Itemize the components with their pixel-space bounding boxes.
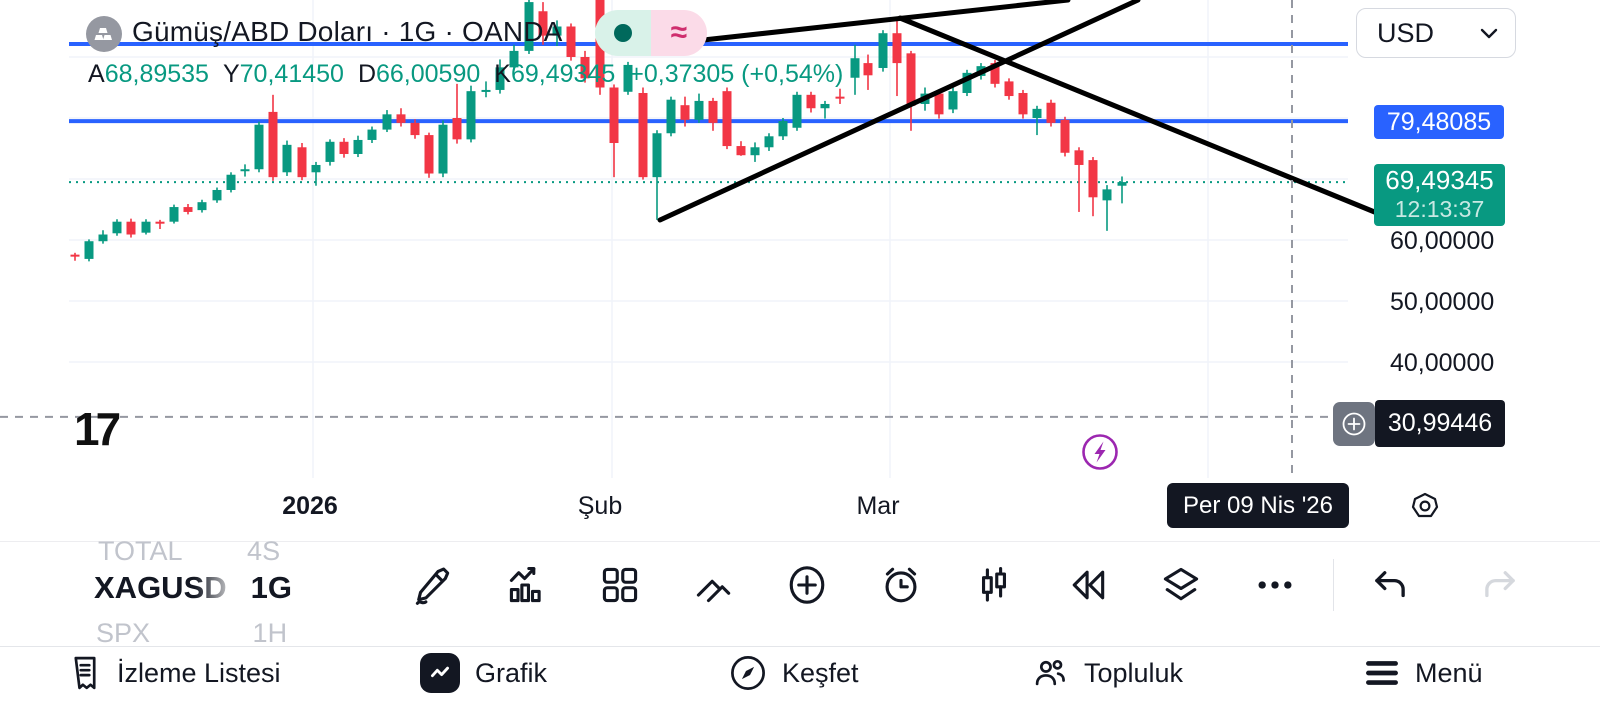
plus-circle-icon <box>1342 412 1366 436</box>
menu-icon <box>1366 661 1398 685</box>
more-button[interactable] <box>1253 563 1297 607</box>
high-value: 70,41450 <box>239 60 344 88</box>
close-label: K <box>494 60 511 88</box>
symbol-logo[interactable] <box>86 16 122 52</box>
candle-style-icon <box>981 566 1007 602</box>
nav-chart[interactable]: Grafik <box>420 650 547 696</box>
toolbar-divider <box>1333 559 1334 611</box>
crosshair-date-label: Per 09 Nis '26 <box>1167 483 1349 528</box>
low-value: 66,00590 <box>376 60 481 88</box>
low-label: D <box>357 60 376 88</box>
nav-watchlist-label: İzleme Listesi <box>117 657 281 688</box>
axis-settings-button[interactable] <box>1405 486 1445 526</box>
community-icon <box>1035 659 1065 686</box>
nav-community-label: Topluluk <box>1084 657 1184 688</box>
compass-icon <box>731 656 765 690</box>
draw-icon <box>415 567 450 605</box>
undo-arrow-icon <box>1375 571 1405 598</box>
market-open-dot-icon <box>595 10 651 56</box>
add-alert-plus-button[interactable] <box>1333 402 1375 446</box>
lightning-icon[interactable] <box>1081 433 1119 471</box>
layout-grid-button[interactable] <box>598 563 642 607</box>
more-icon <box>1258 581 1292 589</box>
candle-style-button[interactable] <box>972 563 1016 607</box>
trend-arrows-icon <box>696 579 731 603</box>
alert-clock-button[interactable] <box>879 563 923 607</box>
indicators-icon <box>509 566 541 603</box>
price-chart[interactable] <box>0 0 1600 530</box>
layers-icon <box>1163 567 1199 601</box>
wheel-active-interval: 1G <box>250 570 292 605</box>
open-value: 68,89535 <box>104 60 209 88</box>
nav-menu[interactable]: Menü <box>1364 650 1483 696</box>
current-price-label[interactable]: 69,49345 12:13:37 <box>1374 164 1505 226</box>
high-label: Y <box>222 60 240 88</box>
alert-price-label[interactable]: 79,48085 <box>1374 105 1504 139</box>
crosshair-price-label: 30,99446 <box>1375 400 1505 447</box>
nav-explore-label: Keşfet <box>782 657 859 688</box>
undo-button[interactable] <box>1368 563 1412 607</box>
panel-divider <box>0 541 1600 542</box>
layout-grid-icon <box>602 567 638 603</box>
approx-data-icon: ≈ <box>651 10 707 56</box>
wheel-next-row[interactable]: SPX 1H <box>96 618 287 649</box>
currency-select[interactable]: USD <box>1356 8 1516 58</box>
current-price-value: 69,49345 <box>1385 165 1494 195</box>
change-value: +0,37305 <box>629 60 735 88</box>
alert-clock-icon <box>885 567 917 603</box>
layers-button[interactable] <box>1159 563 1203 607</box>
nav-watchlist[interactable]: İzleme Listesi <box>68 650 281 696</box>
bar-countdown: 12:13:37 <box>1394 196 1485 222</box>
wheel-prev-interval: 4S <box>247 536 281 566</box>
nav-explore[interactable]: Keşfet <box>729 650 859 696</box>
replay-rewind-button[interactable] <box>1066 563 1110 607</box>
price-tick: 40,00000 <box>1390 349 1495 377</box>
nav-community[interactable]: Topluluk <box>1031 650 1183 696</box>
gear-icon <box>1411 492 1439 518</box>
status-badge[interactable]: ≈ <box>595 10 707 56</box>
change-percent: (+0,54%) <box>741 60 844 88</box>
wheel-active-symbol: XAGUSD <box>94 570 227 605</box>
wheel-next-interval: 1H <box>252 618 288 648</box>
nav-chart-label: Grafik <box>475 657 548 688</box>
nav-divider <box>0 646 1600 647</box>
price-tick: 50,00000 <box>1390 288 1495 316</box>
price-tick: 60,00000 <box>1390 227 1495 255</box>
time-axis-label: Şub <box>577 492 623 520</box>
chart-icon <box>420 653 460 693</box>
add-plus-icon <box>789 566 825 604</box>
close-value: 69,49345 <box>510 60 616 88</box>
replay-rewind-icon <box>1072 570 1105 600</box>
wheel-prev-row[interactable]: TOTAL 4S <box>98 536 280 567</box>
indicators-button[interactable] <box>505 563 549 607</box>
wheel-next-symbol: SPX <box>96 618 151 648</box>
silver-bars-icon <box>94 28 112 40</box>
wheel-prev-symbol: TOTAL <box>98 536 182 566</box>
wheel-active-row[interactable]: XAGUSD 1G <box>94 570 292 606</box>
draw-button[interactable] <box>411 563 455 607</box>
symbol-title[interactable]: Gümüş/ABD Doları · 1G · OANDA <box>132 16 563 47</box>
redo-arrow-icon <box>1485 571 1515 598</box>
trend-arrows-button[interactable] <box>692 563 736 607</box>
nav-menu-label: Menü <box>1415 657 1483 688</box>
redo-button[interactable] <box>1478 563 1522 607</box>
currency-value: USD <box>1377 17 1435 48</box>
add-plus-button[interactable] <box>785 563 829 607</box>
time-axis-label: 2026 <box>282 492 338 520</box>
open-label: A <box>88 60 105 88</box>
watchlist-icon <box>74 656 96 690</box>
chevron-down-icon <box>1480 28 1498 38</box>
ohlc-row: A68,89535 Y70,41450 D66,00590 K69,49345 +0,3… <box>88 60 843 89</box>
tradingview-watermark: 17 <box>74 403 121 455</box>
time-axis-label: Mar <box>856 492 900 520</box>
